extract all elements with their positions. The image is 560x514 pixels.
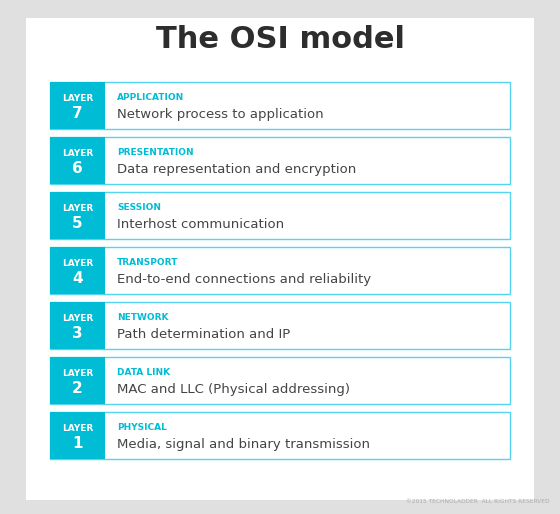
Bar (50, 302, 510, 349)
Text: PHYSICAL: PHYSICAL (117, 423, 167, 432)
Bar (50, 137, 105, 184)
Text: LAYER: LAYER (62, 94, 93, 103)
Text: LAYER: LAYER (62, 259, 93, 268)
Text: SESSION: SESSION (117, 203, 161, 212)
Bar (50, 82, 105, 129)
Bar (50, 357, 510, 404)
Bar (50, 192, 105, 239)
Text: 2: 2 (72, 381, 83, 396)
Bar (50, 302, 105, 349)
Text: ©2015 TECHNOLADDER  ALL RIGHTS RESERVED: ©2015 TECHNOLADDER ALL RIGHTS RESERVED (407, 499, 550, 504)
Text: Media, signal and binary transmission: Media, signal and binary transmission (117, 438, 370, 451)
Text: Data representation and encryption: Data representation and encryption (117, 163, 356, 176)
Text: 4: 4 (72, 271, 83, 286)
Bar (50, 247, 105, 294)
Text: The OSI model: The OSI model (156, 25, 404, 53)
Text: LAYER: LAYER (62, 369, 93, 378)
Text: DATA LINK: DATA LINK (117, 368, 170, 377)
Text: MAC and LLC (Physical addressing): MAC and LLC (Physical addressing) (117, 383, 350, 396)
Bar (50, 247, 510, 294)
Bar (50, 357, 105, 404)
Bar (50, 82, 510, 129)
Text: LAYER: LAYER (62, 424, 93, 433)
Text: NETWORK: NETWORK (117, 313, 169, 322)
Text: Path determination and IP: Path determination and IP (117, 328, 290, 341)
Text: 7: 7 (72, 106, 83, 121)
Text: TRANSPORT: TRANSPORT (117, 258, 179, 267)
Bar (50, 412, 510, 459)
Bar (50, 412, 105, 459)
Text: 3: 3 (72, 326, 83, 341)
Text: 1: 1 (72, 436, 83, 451)
Text: PRESENTATION: PRESENTATION (117, 148, 194, 157)
Text: Network process to application: Network process to application (117, 108, 324, 121)
Text: 5: 5 (72, 216, 83, 231)
Bar (50, 137, 510, 184)
Text: Interhost communication: Interhost communication (117, 218, 284, 231)
Text: LAYER: LAYER (62, 204, 93, 213)
Text: LAYER: LAYER (62, 314, 93, 323)
Bar (50, 192, 510, 239)
Text: LAYER: LAYER (62, 149, 93, 158)
Text: End-to-end connections and reliability: End-to-end connections and reliability (117, 273, 371, 286)
Text: 6: 6 (72, 161, 83, 176)
Text: APPLICATION: APPLICATION (117, 93, 184, 102)
